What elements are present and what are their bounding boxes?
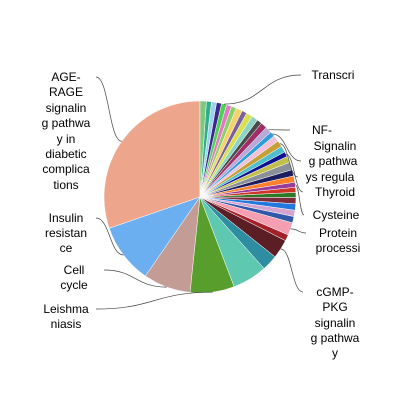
leader-lines [95,74,307,310]
slice-label: Insulin [49,211,84,225]
slice-label: Protein [319,226,357,240]
slice-label: resistan [45,226,87,240]
slice-label: y [332,346,338,360]
slice-label: g pathwa [309,154,358,168]
slice-label: AGE- [51,70,80,84]
slice-label: ce [60,241,73,255]
slice-label: complica [42,162,90,176]
slice-label: signalin [46,101,87,115]
slice-label: y in [57,132,76,146]
leader-line-34 [224,74,302,105]
slice-label: cycle [60,278,88,292]
leader-line-1 [95,217,124,256]
slice-label: niasis [51,317,82,331]
slice-label: ys regula [306,170,355,184]
slice-label: processi [316,241,361,255]
leader-line-15 [294,184,305,216]
slice-label: Transcri [312,68,355,82]
slice-label: PKG [322,300,347,314]
slice-label: Cysteine [313,208,360,222]
leader-line-6 [280,248,304,293]
leader-line-2 [103,269,167,288]
slice-label: g pathwa [42,116,91,130]
slice-label: Thyroid [315,185,355,199]
slice-label: g pathwa [311,331,360,345]
leader-line-3 [95,291,213,310]
leader-line-22 [279,143,299,178]
slice-label: diabetic [45,147,86,161]
slice-label: NF- [312,123,332,137]
pie-slice-0 [103,100,201,229]
slice-label: Leishma [43,302,89,316]
pie-slices [103,100,297,294]
slice-label: cGMP- [316,285,353,299]
slice-label: signalin [315,316,356,330]
slice-label: Signalin [314,139,357,153]
slice-label: Cell [64,263,85,277]
leader-line-24 [272,133,302,162]
slice-label: tions [53,178,78,192]
pie-slice-38 [199,100,207,198]
leader-line-8 [290,228,307,234]
slice-label: RAGE [49,85,83,99]
leader-line-0 [95,76,122,142]
